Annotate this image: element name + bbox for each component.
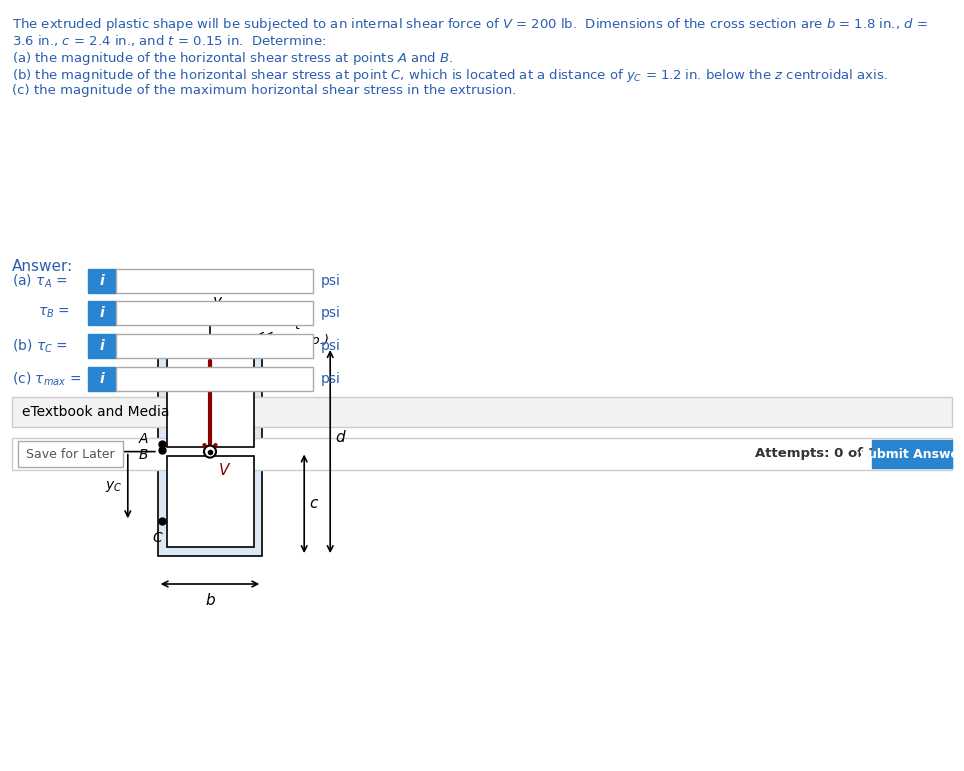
Bar: [12, 397, 952, 427]
Text: $y_C$: $y_C$: [105, 479, 122, 494]
Text: $d$: $d$: [335, 429, 347, 445]
Bar: [167, 456, 254, 547]
Text: i: i: [99, 306, 104, 320]
Text: Save for Later: Save for Later: [26, 447, 115, 460]
Text: $b$: $b$: [204, 592, 216, 608]
Text: C: C: [152, 531, 162, 545]
Bar: [116, 367, 313, 391]
Text: B: B: [139, 448, 148, 463]
Text: Attempts: 0 of 1 used: Attempts: 0 of 1 used: [755, 447, 918, 460]
Text: psi: psi: [321, 339, 341, 353]
Text: $t$
(typ.): $t$ (typ.): [294, 319, 331, 347]
Text: 3.6 in., $c$ = 2.4 in., and $t$ = 0.15 in.  Determine:: 3.6 in., $c$ = 2.4 in., and $t$ = 0.15 i…: [12, 33, 326, 48]
Text: $V$: $V$: [218, 462, 231, 477]
Text: (b) $\tau_C$ =: (b) $\tau_C$ =: [12, 337, 68, 355]
Text: y: y: [212, 295, 221, 309]
Bar: [116, 334, 313, 358]
Bar: [88, 334, 116, 358]
Text: (a) the magnitude of the horizontal shear stress at points $A$ and $B$.: (a) the magnitude of the horizontal shea…: [12, 50, 453, 67]
Text: psi: psi: [321, 306, 341, 320]
Bar: [88, 367, 116, 391]
Text: z: z: [92, 444, 100, 459]
Bar: [18, 441, 123, 467]
Text: $\tau_B$ =: $\tau_B$ =: [38, 306, 70, 320]
Text: eTextbook and Media: eTextbook and Media: [22, 405, 170, 419]
Circle shape: [204, 446, 216, 458]
Text: Answer:: Answer:: [12, 259, 73, 274]
Text: The extruded plastic shape will be subjected to an internal shear force of $V$ =: The extruded plastic shape will be subje…: [12, 16, 928, 33]
Text: $c$: $c$: [309, 497, 319, 511]
Text: psi: psi: [321, 372, 341, 386]
Bar: [88, 269, 116, 293]
Text: psi: psi: [321, 274, 341, 288]
Bar: [167, 356, 254, 447]
Text: (a) $\tau_A$ =: (a) $\tau_A$ =: [12, 272, 67, 290]
Text: (c) $\tau_{max}$ =: (c) $\tau_{max}$ =: [12, 370, 81, 388]
Bar: [158, 347, 262, 556]
Text: i: i: [99, 339, 104, 353]
Text: i: i: [99, 372, 104, 386]
Text: i: i: [99, 274, 104, 288]
Bar: [12, 438, 952, 470]
Bar: [88, 301, 116, 325]
Text: (b) the magnitude of the horizontal shear stress at point $C$, which is located : (b) the magnitude of the horizontal shea…: [12, 67, 888, 84]
Bar: [116, 301, 313, 325]
Bar: [116, 269, 313, 293]
Bar: [872, 440, 952, 468]
Text: (c) the magnitude of the maximum horizontal shear stress in the extrusion.: (c) the magnitude of the maximum horizon…: [12, 84, 517, 97]
Text: A: A: [139, 433, 148, 446]
Text: Submit Answer: Submit Answer: [859, 447, 964, 460]
